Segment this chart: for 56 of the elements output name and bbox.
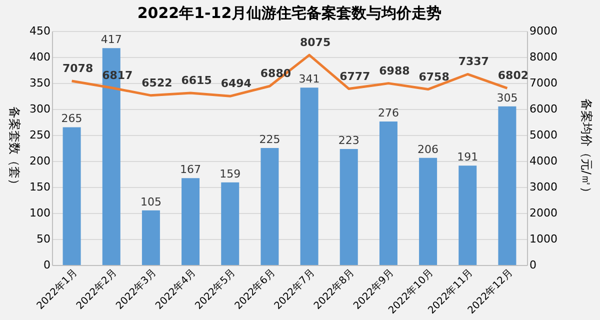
y2-tick-label: 6000 (530, 102, 558, 116)
data-label: 6777 (340, 70, 370, 83)
data-label: 105 (140, 195, 162, 208)
data-label: 159 (220, 167, 241, 180)
y-tick-label: 350 (30, 76, 50, 90)
data-label: 225 (259, 133, 280, 146)
y2-tick-label: 0 (530, 258, 536, 272)
data-label: 7078 (62, 62, 94, 75)
bar (340, 149, 358, 265)
bar (379, 121, 398, 265)
y-tick-label: 50 (36, 232, 50, 246)
y-tick-label: 0 (44, 258, 50, 272)
bar (182, 178, 200, 265)
y2-tick-label: 7000 (530, 76, 558, 90)
y2-tick-label: 3000 (530, 180, 558, 194)
data-label: 276 (378, 106, 399, 120)
bar (419, 158, 438, 265)
bar (142, 210, 160, 265)
data-label: 6802 (498, 69, 529, 82)
data-label: 8075 (300, 36, 331, 50)
y2-tick-label: 1000 (530, 232, 558, 246)
bar (300, 88, 318, 265)
bar (221, 182, 240, 265)
data-label: 223 (338, 134, 360, 148)
data-label: 265 (61, 112, 82, 126)
y-tick-label: 450 (30, 24, 50, 38)
y-tick-label: 200 (30, 154, 50, 168)
y2-tick-label: 5000 (530, 128, 558, 142)
y2-tick-label: 9000 (530, 24, 558, 38)
data-label: 206 (418, 142, 439, 156)
chart-title: 2022年1-12月仙游住宅备案套数与均价走势 (137, 4, 442, 22)
data-label: 6988 (379, 64, 410, 78)
bar (458, 166, 477, 265)
data-label: 7337 (458, 55, 489, 68)
data-label: 341 (298, 72, 320, 86)
data-label: 167 (180, 163, 202, 176)
y-axis-title: 备案套数（套） (8, 106, 22, 190)
y-tick-label: 400 (30, 50, 50, 64)
y2-axis-title: 备案均价（元/㎡） (579, 98, 594, 199)
y2-tick-label: 8000 (530, 50, 558, 64)
y-tick-label: 250 (30, 128, 50, 142)
bar (62, 127, 81, 265)
bar (498, 106, 516, 265)
data-label: 6494 (220, 77, 252, 90)
data-label: 6615 (181, 74, 212, 88)
data-label: 191 (457, 150, 478, 164)
y-tick-label: 300 (30, 102, 50, 116)
y2-tick-label: 4000 (530, 154, 558, 168)
y2-tick-label: 2000 (530, 206, 558, 220)
data-label: 305 (496, 91, 518, 104)
y-tick-label: 100 (30, 206, 50, 220)
data-label: 6758 (418, 70, 450, 84)
bar (260, 148, 279, 265)
data-label: 6522 (142, 76, 172, 90)
data-label: 417 (100, 33, 122, 46)
y-tick-label: 150 (30, 180, 50, 194)
